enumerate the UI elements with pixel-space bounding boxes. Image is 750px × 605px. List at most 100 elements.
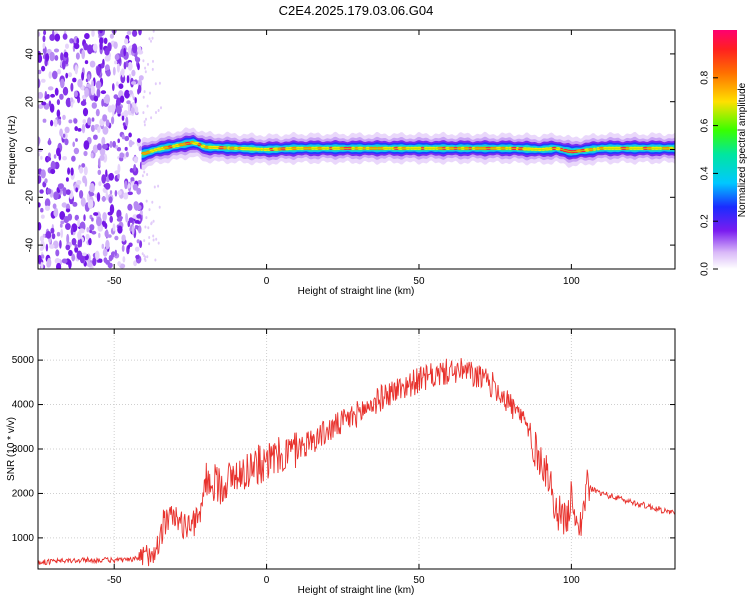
noise-speck (62, 86, 69, 96)
noise-speck (50, 160, 56, 171)
y-tick-label: -20 (25, 190, 36, 205)
noise-speck (74, 64, 79, 75)
noise-speck (93, 95, 99, 102)
noise-speck (104, 94, 111, 104)
x-tick-label: 100 (563, 575, 580, 586)
noise-speck (95, 80, 102, 90)
colorbar-gradient (713, 30, 737, 269)
noise-speck (39, 247, 44, 251)
x-tick-label: -50 (107, 276, 122, 287)
noise-speck (121, 234, 126, 242)
noise-speck (108, 172, 114, 181)
noise-speck (124, 38, 129, 45)
snr-y-axis-label: SNR (10 * v/v) (6, 417, 17, 481)
noise-speck (52, 70, 58, 80)
noise-speck (139, 210, 143, 215)
y-tick-label: 4000 (12, 400, 35, 411)
x-tick-label: 100 (563, 276, 580, 287)
noise-speck (86, 193, 90, 202)
noise-speck (160, 106, 162, 110)
spectrogram-noise-region (38, 30, 162, 269)
noise-speck (103, 183, 109, 188)
noise-speck (56, 109, 61, 118)
noise-speck (138, 30, 142, 36)
noise-speck (138, 75, 144, 81)
noise-speck (38, 91, 44, 99)
noise-speck (82, 252, 87, 257)
noise-speck (71, 238, 77, 246)
noise-speck (127, 102, 131, 113)
noise-speck (123, 192, 129, 199)
noise-speck (126, 75, 130, 84)
noise-speck (56, 147, 61, 157)
noise-speck (102, 248, 108, 257)
noise-speck (48, 71, 52, 79)
noise-speck (64, 138, 69, 146)
noise-speck (79, 190, 84, 199)
y-tick-label: 3000 (12, 444, 35, 455)
noise-speck (74, 214, 80, 221)
noise-speck (54, 33, 61, 42)
noise-speck (50, 168, 56, 175)
noise-speck (53, 48, 60, 53)
noise-speck (38, 202, 41, 208)
noise-speck (154, 82, 157, 86)
noise-speck (98, 157, 101, 168)
noise-speck (125, 212, 128, 223)
noise-speck (144, 225, 147, 229)
noise-speck (143, 254, 146, 258)
noise-speck (74, 126, 78, 132)
noise-speck (124, 135, 130, 142)
noise-speck (158, 205, 161, 209)
noise-speck (125, 60, 129, 68)
noise-speck (135, 254, 140, 260)
noise-speck (59, 240, 62, 249)
noise-speck (38, 175, 42, 184)
noise-speck (123, 110, 129, 117)
noise-speck (113, 94, 119, 100)
noise-speck (77, 127, 82, 132)
noise-speck (46, 257, 52, 268)
noise-speck (76, 37, 80, 45)
noise-speck (85, 233, 90, 240)
noise-speck (131, 69, 136, 77)
noise-speck (141, 174, 144, 178)
noise-speck (108, 196, 113, 204)
noise-speck (118, 216, 123, 220)
noise-speck (62, 187, 67, 197)
noise-speck (131, 225, 135, 236)
noise-speck (40, 214, 45, 219)
noise-speck (45, 205, 50, 211)
noise-speck (75, 187, 78, 193)
noise-speck (102, 126, 109, 135)
noise-speck (114, 235, 119, 241)
spectrogram-y-axis-label: Frequency (Hz) (7, 116, 18, 185)
noise-speck (38, 31, 41, 37)
noise-speck (50, 93, 56, 98)
colorbar-label: Normalized spectral amplitude (737, 82, 748, 217)
noise-speck (124, 89, 130, 99)
noise-speck (111, 116, 115, 125)
noise-speck (121, 115, 125, 121)
noise-speck (75, 52, 80, 60)
noise-speck (56, 231, 61, 237)
noise-speck (69, 38, 74, 44)
noise-speck (53, 119, 58, 127)
y-tick-label: 2000 (12, 488, 35, 499)
colorbar-tick-label: 0.0 (700, 262, 711, 276)
noise-speck (87, 117, 92, 126)
noise-speck (142, 95, 145, 99)
snr-panel: -50 0 50 100 1000 2000 3000 4000 5000 Height of… (6, 328, 676, 596)
noise-speck (83, 150, 88, 157)
noise-speck (54, 258, 61, 264)
noise-speck (136, 214, 142, 219)
noise-speck (38, 254, 42, 263)
noise-speck (143, 90, 146, 94)
noise-speck (115, 105, 122, 115)
noise-speck (145, 117, 147, 121)
noise-speck (112, 223, 116, 232)
noise-speck (73, 90, 78, 98)
noise-speck (137, 138, 141, 144)
noise-speck (101, 174, 107, 184)
